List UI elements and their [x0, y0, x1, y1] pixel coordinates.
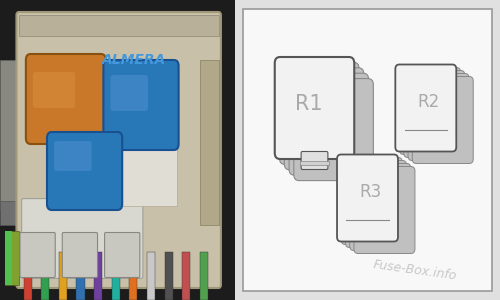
FancyBboxPatch shape: [354, 167, 415, 254]
FancyBboxPatch shape: [412, 76, 473, 164]
FancyBboxPatch shape: [289, 73, 368, 175]
FancyBboxPatch shape: [396, 64, 456, 152]
Text: R1: R1: [295, 94, 323, 113]
FancyBboxPatch shape: [400, 68, 460, 154]
FancyBboxPatch shape: [284, 68, 364, 170]
FancyBboxPatch shape: [294, 79, 374, 181]
Bar: [0, 201, 24, 225]
FancyBboxPatch shape: [104, 60, 178, 150]
FancyBboxPatch shape: [22, 199, 143, 278]
Bar: [147, 252, 155, 300]
Bar: [41, 252, 50, 300]
Bar: [19, 15, 218, 36]
Bar: [200, 60, 218, 225]
FancyBboxPatch shape: [408, 74, 469, 160]
FancyBboxPatch shape: [346, 160, 406, 247]
Bar: [112, 252, 120, 300]
Bar: [59, 252, 67, 300]
FancyBboxPatch shape: [342, 158, 402, 244]
Bar: [200, 252, 208, 300]
FancyBboxPatch shape: [243, 9, 492, 291]
FancyBboxPatch shape: [110, 75, 148, 111]
Text: ALMERA: ALMERA: [102, 53, 166, 67]
FancyBboxPatch shape: [33, 72, 75, 108]
FancyBboxPatch shape: [16, 12, 221, 288]
FancyBboxPatch shape: [47, 132, 122, 210]
Bar: [94, 252, 102, 300]
FancyBboxPatch shape: [46, 118, 178, 206]
FancyBboxPatch shape: [275, 57, 354, 159]
Bar: [4, 231, 19, 285]
FancyBboxPatch shape: [350, 164, 410, 250]
Bar: [4, 231, 12, 285]
FancyBboxPatch shape: [404, 70, 465, 158]
Bar: [24, 252, 32, 300]
Bar: [182, 252, 190, 300]
Bar: [76, 252, 84, 300]
FancyBboxPatch shape: [62, 232, 98, 278]
FancyBboxPatch shape: [26, 54, 106, 144]
FancyBboxPatch shape: [20, 232, 55, 278]
FancyBboxPatch shape: [301, 152, 328, 169]
FancyBboxPatch shape: [337, 154, 398, 242]
Text: R3: R3: [359, 183, 382, 201]
Bar: [129, 252, 138, 300]
FancyBboxPatch shape: [54, 141, 92, 171]
Bar: [0, 60, 28, 210]
FancyBboxPatch shape: [280, 62, 359, 164]
Bar: [164, 252, 172, 300]
FancyBboxPatch shape: [104, 232, 140, 278]
Text: R2: R2: [418, 93, 440, 111]
Bar: [300, 160, 329, 165]
Text: Fuse-Box.info: Fuse-Box.info: [372, 258, 458, 282]
